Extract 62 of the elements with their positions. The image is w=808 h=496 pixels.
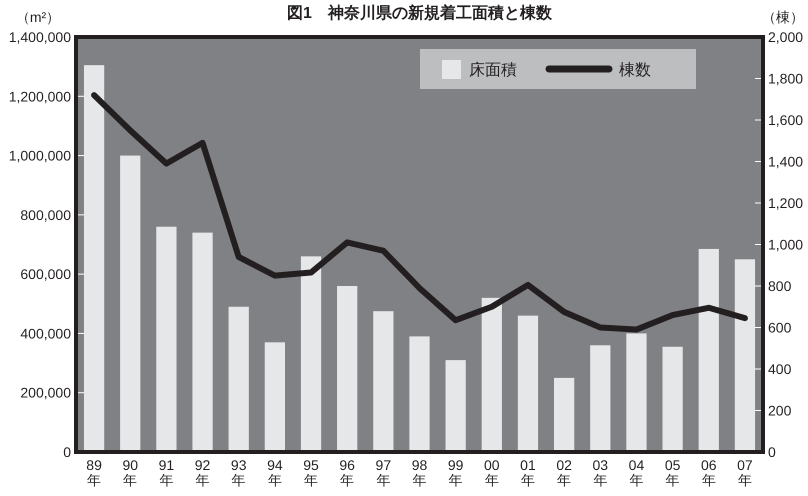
bar (264, 342, 285, 452)
legend-label: 床面積 (469, 61, 517, 79)
x-tick-label: 93 年 (230, 457, 247, 488)
y-axis-title: （m²） (16, 9, 60, 25)
bar (409, 336, 430, 452)
y2-tick-label: 1,000 (768, 236, 804, 252)
bar (156, 226, 177, 452)
bar (590, 345, 610, 452)
x-tick-label: 99 年 (448, 457, 464, 488)
bar (192, 232, 213, 452)
y-tick-label: 800,000 (20, 206, 72, 223)
y2-tick-label: 600 (768, 320, 792, 336)
x-tick-label: 07 年 (737, 457, 753, 488)
y2-tick-label: 1,400 (768, 154, 804, 170)
y-tick-label: 1,200,000 (8, 88, 72, 104)
x-tick-label: 90 年 (122, 457, 138, 488)
bar (84, 65, 104, 452)
x-tick-label: 03 年 (592, 457, 608, 488)
x-tick-label: 97 年 (376, 457, 392, 488)
y2-tick-label: 1,800 (768, 70, 804, 86)
y-tick-label: 400,000 (20, 325, 72, 342)
bar (300, 256, 322, 452)
x-tick-label: 04 年 (628, 457, 644, 488)
bar (554, 378, 574, 452)
y2-tick-label: 200 (768, 402, 792, 418)
bar (228, 306, 249, 452)
x-tick-label: 98 年 (412, 457, 428, 488)
y2-tick-label: 800 (768, 278, 792, 294)
bar (482, 298, 502, 452)
y2-tick-label: 0 (768, 444, 776, 460)
y2-tick-label: 400 (768, 361, 792, 377)
bar (518, 316, 538, 452)
x-tick-label: 91 年 (158, 457, 174, 488)
bar (734, 259, 756, 452)
x-tick-label: 92 年 (194, 457, 211, 488)
bar (337, 286, 358, 452)
bar (120, 156, 140, 452)
x-tick-label: 96 年 (339, 457, 356, 488)
y2-axis-title: （棟） (762, 9, 804, 25)
x-tick-label: 05 年 (664, 457, 681, 488)
legend-label: 棟数 (619, 61, 651, 79)
y2-tick-label: 1,200 (768, 195, 804, 211)
x-tick-label: 89 年 (86, 457, 102, 488)
y-tick-label: 0 (63, 444, 72, 460)
bar (373, 311, 394, 452)
x-tick-label: 02 年 (556, 457, 572, 488)
y-tick-label: 200,000 (20, 384, 72, 401)
y-tick-label: 1,000,000 (8, 148, 72, 164)
y-tick-label: 600,000 (20, 266, 72, 282)
x-tick-label: 01 年 (520, 457, 536, 488)
x-tick-label: 94 年 (267, 457, 283, 488)
y2-tick-label: 2,000 (768, 29, 804, 45)
bar (698, 248, 719, 452)
x-tick-label: 06 年 (700, 457, 717, 488)
bar (446, 360, 466, 452)
y2-tick-label: 1,600 (768, 112, 804, 128)
bar (662, 346, 683, 452)
y-tick-label: 1,400,000 (8, 29, 72, 45)
chart-title: 図1 神奈川県の新規着工面積と棟数 (287, 3, 553, 22)
bar (626, 333, 647, 452)
x-tick-label: 00 年 (484, 457, 500, 488)
x-tick-label: 95 年 (303, 457, 320, 488)
